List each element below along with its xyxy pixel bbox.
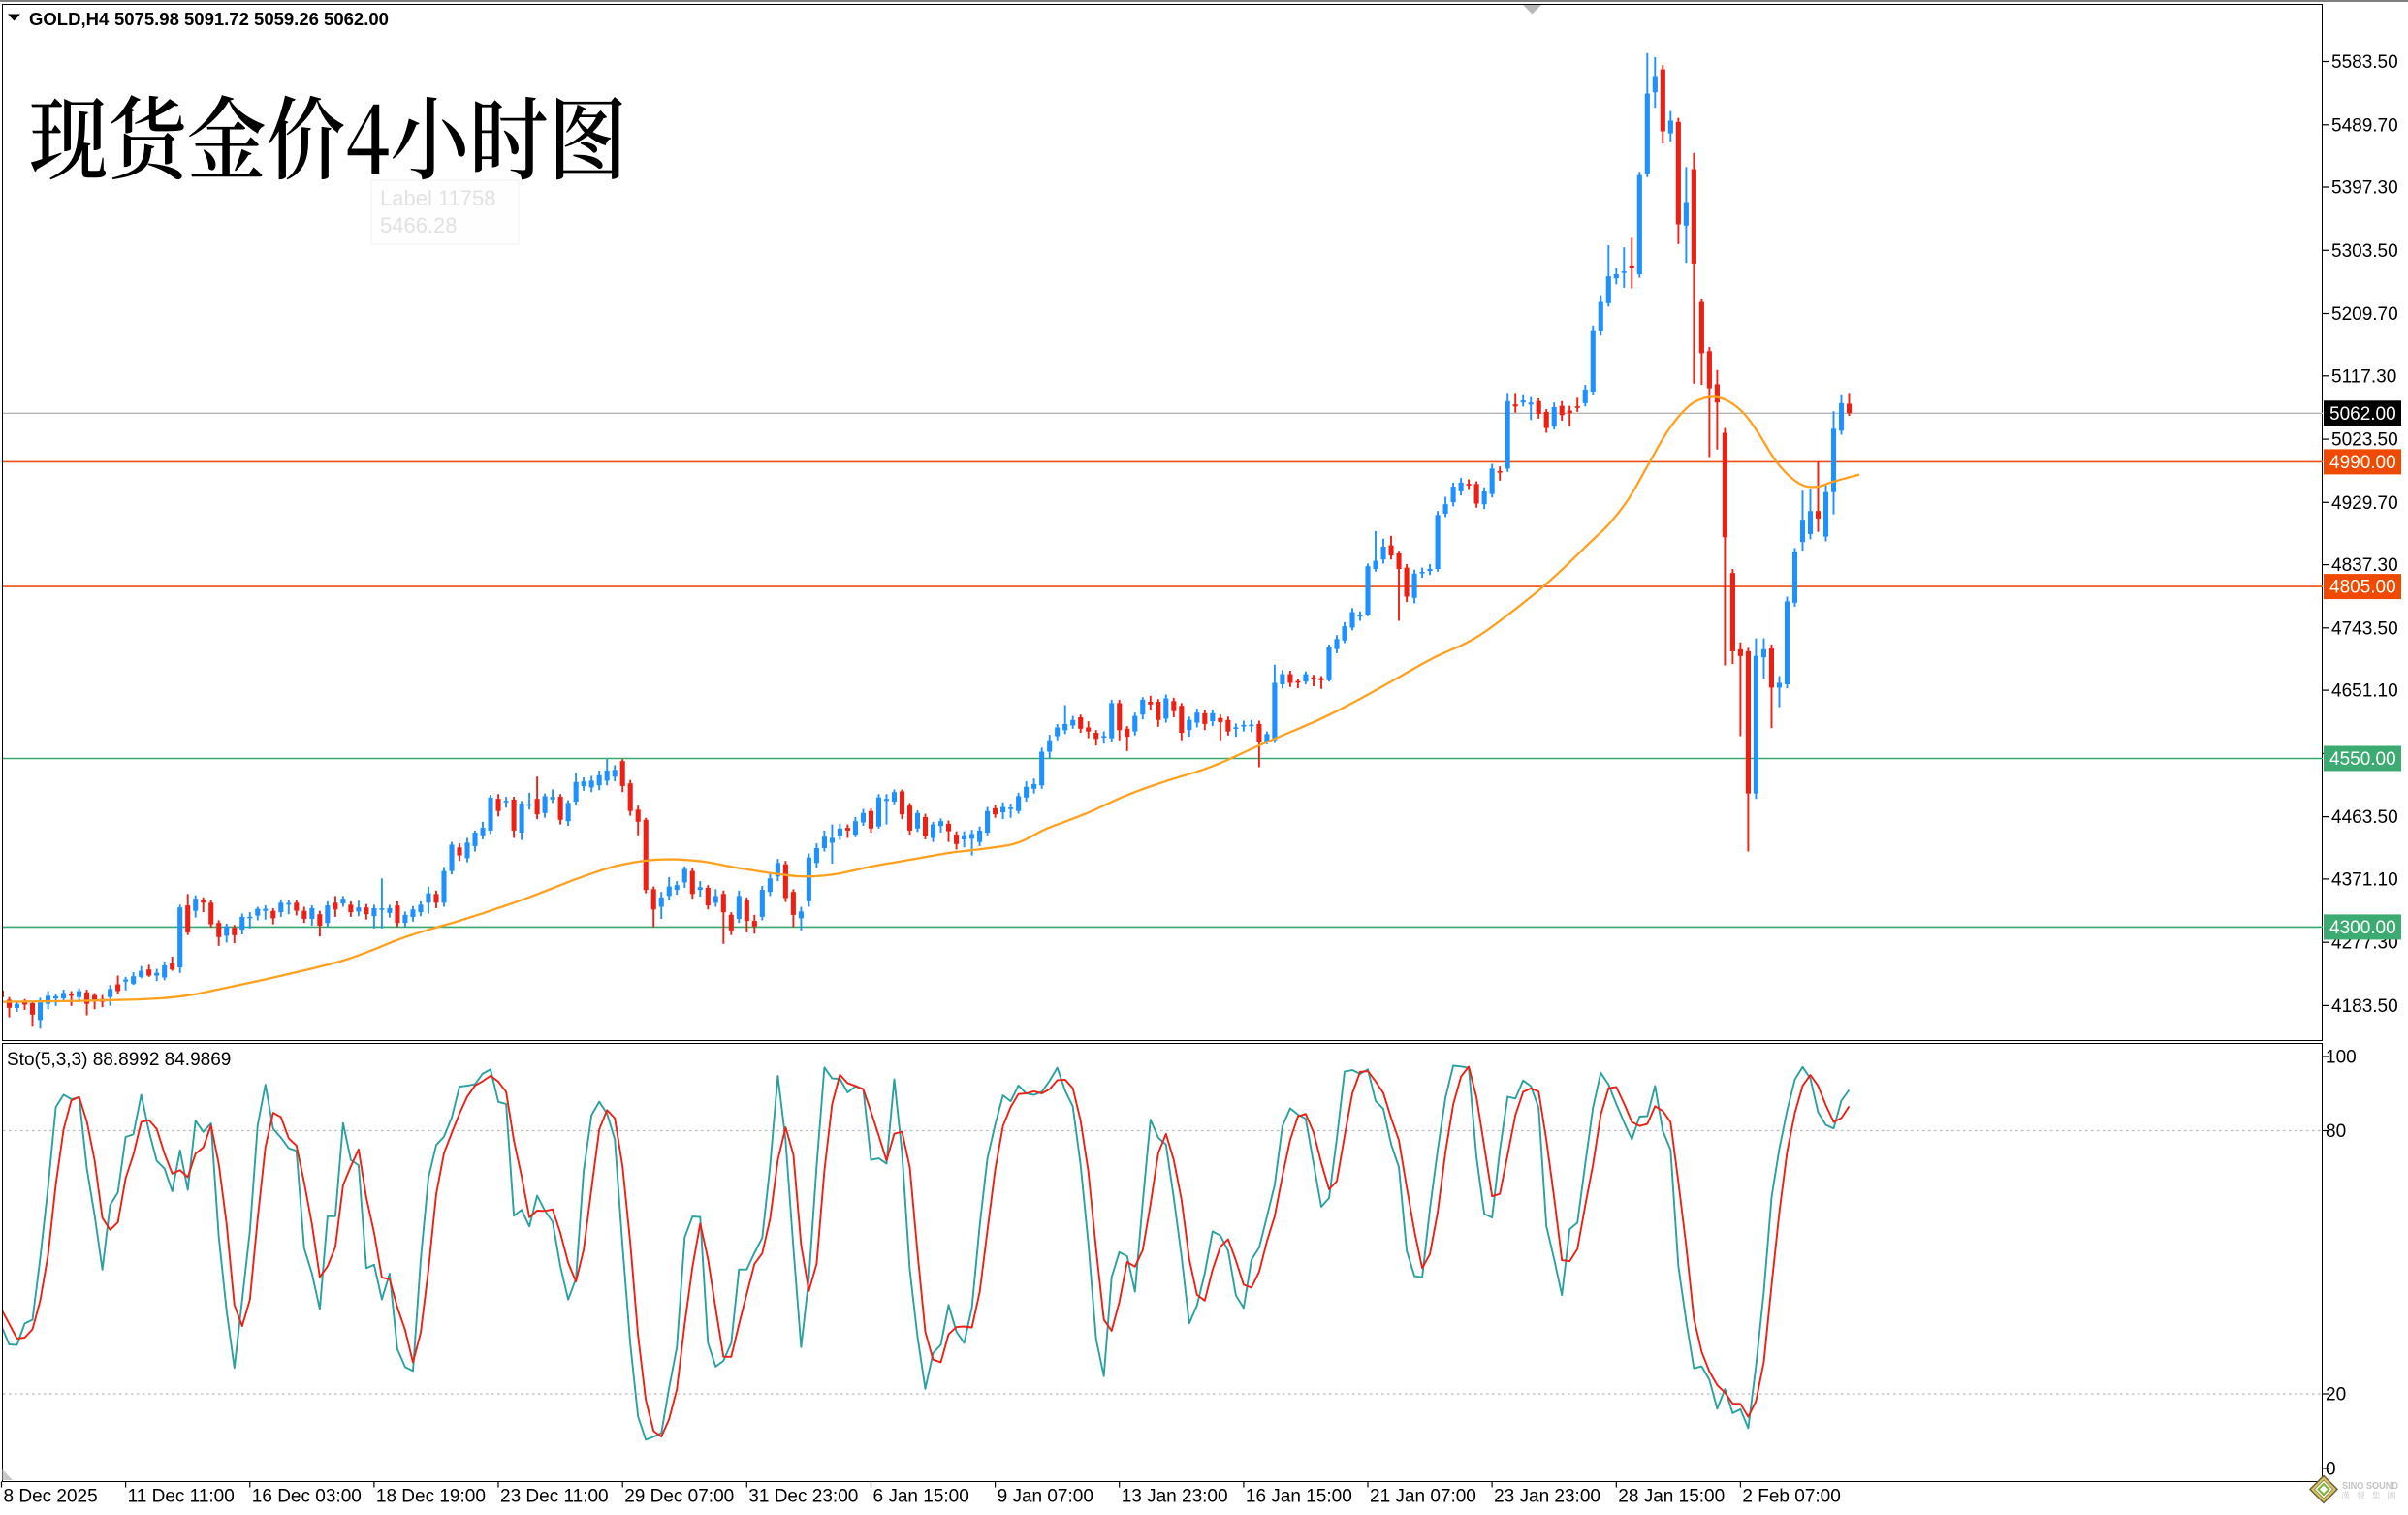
svg-text:4990.00: 4990.00 <box>2329 453 2396 473</box>
svg-text:4550.00: 4550.00 <box>2329 749 2396 770</box>
svg-text:4651.10: 4651.10 <box>2331 681 2398 702</box>
svg-text:80: 80 <box>2326 1121 2346 1142</box>
svg-text:5023.50: 5023.50 <box>2331 430 2398 451</box>
svg-text:Sto(5,3,3) 88.8992 84.9869: Sto(5,3,3) 88.8992 84.9869 <box>7 1050 231 1070</box>
svg-text:5397.30: 5397.30 <box>2331 178 2398 199</box>
svg-text:11 Dec 11:00: 11 Dec 11:00 <box>128 1487 235 1507</box>
svg-text:23 Dec 11:00: 23 Dec 11:00 <box>500 1487 609 1507</box>
svg-text:4300.00: 4300.00 <box>2329 918 2396 938</box>
svg-text:5117.30: 5117.30 <box>2331 366 2396 387</box>
svg-text:5062.00: 5062.00 <box>2329 404 2396 425</box>
svg-text:0: 0 <box>2326 1460 2336 1480</box>
svg-text:20: 20 <box>2326 1385 2346 1405</box>
svg-text:16 Jan 15:00: 16 Jan 15:00 <box>1246 1487 1352 1507</box>
svg-text:28 Jan 15:00: 28 Jan 15:00 <box>1618 1487 1725 1507</box>
svg-text:23 Jan 23:00: 23 Jan 23:00 <box>1494 1487 1600 1507</box>
svg-text:18 Dec 19:00: 18 Dec 19:00 <box>376 1487 486 1507</box>
svg-text:Label 11758: Label 11758 <box>380 186 496 210</box>
svg-text:4837.30: 4837.30 <box>2331 555 2398 576</box>
svg-text:4929.70: 4929.70 <box>2331 493 2398 514</box>
svg-text:4463.50: 4463.50 <box>2331 807 2398 828</box>
svg-text:13 Jan 23:00: 13 Jan 23:00 <box>1122 1487 1228 1507</box>
svg-text:31 Dec 23:00: 31 Dec 23:00 <box>748 1487 858 1507</box>
svg-text:5303.50: 5303.50 <box>2331 241 2398 262</box>
svg-text:2 Feb 07:00: 2 Feb 07:00 <box>1742 1487 1840 1507</box>
svg-text:21 Jan 07:00: 21 Jan 07:00 <box>1370 1487 1476 1507</box>
svg-text:100: 100 <box>2326 1048 2357 1068</box>
svg-text:29 Dec 07:00: 29 Dec 07:00 <box>624 1487 734 1507</box>
svg-text:4371.10: 4371.10 <box>2331 869 2398 890</box>
svg-text:GOLD,H4: GOLD,H4 <box>29 9 110 29</box>
svg-text:5489.70: 5489.70 <box>2331 115 2398 136</box>
svg-text:16 Dec 03:00: 16 Dec 03:00 <box>252 1487 362 1507</box>
svg-text:6 Jan 15:00: 6 Jan 15:00 <box>873 1487 969 1507</box>
svg-text:4805.00: 4805.00 <box>2329 578 2396 598</box>
svg-text:9 Jan 07:00: 9 Jan 07:00 <box>998 1487 1093 1507</box>
svg-text:5583.50: 5583.50 <box>2331 52 2398 73</box>
svg-text:4743.50: 4743.50 <box>2331 618 2398 639</box>
svg-text:SINO SOUND: SINO SOUND <box>2342 1480 2398 1492</box>
svg-text:8 Dec 2025: 8 Dec 2025 <box>4 1487 98 1507</box>
svg-text:4183.50: 4183.50 <box>2331 996 2398 1017</box>
svg-text:5466.28: 5466.28 <box>380 213 458 237</box>
svg-text:5209.70: 5209.70 <box>2331 304 2398 325</box>
svg-text:5075.98 5091.72 5059.26 5062.0: 5075.98 5091.72 5059.26 5062.00 <box>114 9 389 29</box>
